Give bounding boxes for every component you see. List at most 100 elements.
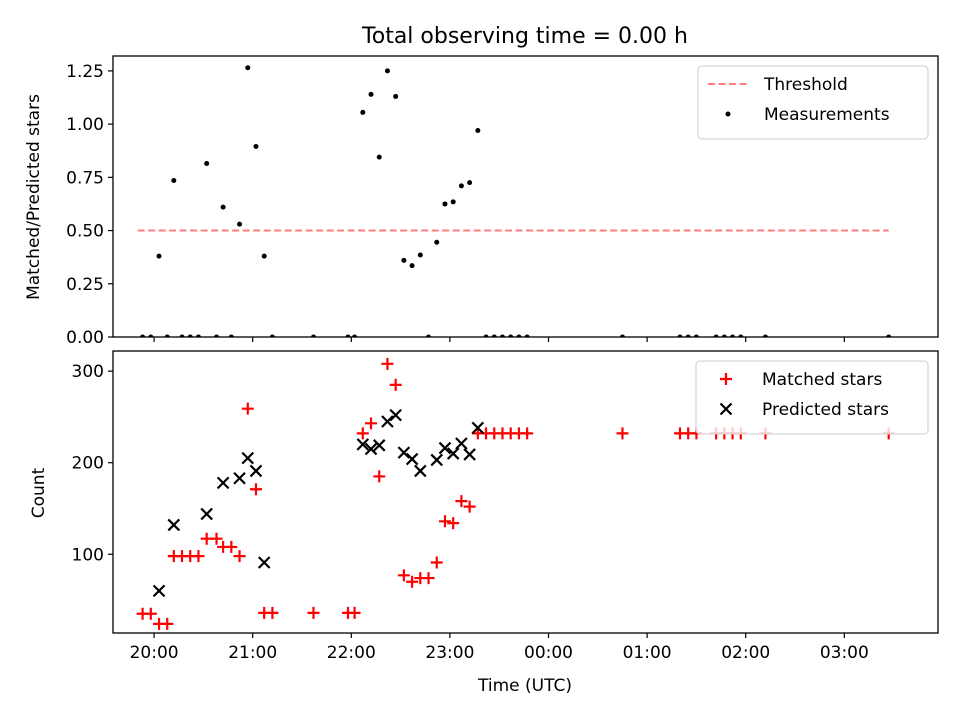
xlabel-bottom: Time (UTC) bbox=[477, 676, 572, 696]
x-tick-label: 03:00 bbox=[820, 643, 869, 663]
predicted-stars-point bbox=[152, 584, 166, 598]
figure-title: Total observing time = 0.00 h bbox=[361, 24, 688, 49]
y-tick-label: 1.00 bbox=[66, 115, 104, 135]
measurement-point bbox=[376, 154, 382, 160]
matched-stars-point bbox=[438, 515, 451, 528]
matched-stars-point bbox=[348, 606, 361, 619]
ylabel-bottom: Count bbox=[29, 467, 49, 518]
matched-stars-point bbox=[356, 427, 369, 440]
measurement-point bbox=[442, 201, 448, 207]
top-axes-frame bbox=[112, 55, 939, 338]
measurement-point bbox=[253, 143, 259, 149]
matched-stars-point bbox=[447, 517, 460, 530]
matched-stars-point bbox=[397, 569, 410, 582]
matched-stars-point bbox=[144, 607, 157, 620]
legend-label: Measurements bbox=[764, 105, 890, 125]
predicted-stars-point bbox=[471, 421, 485, 435]
legend-measurements-handle bbox=[725, 111, 731, 117]
predicted-stars-point bbox=[216, 476, 230, 490]
bottom-panel: 100 200 300 20:00 21:00 22:00 23:00 00:00 01:00 0… bbox=[72, 350, 939, 663]
measurement-point bbox=[417, 252, 423, 258]
x-tick-label: 01:00 bbox=[623, 643, 672, 663]
matched-stars-point bbox=[521, 427, 534, 440]
predicted-stars-point bbox=[372, 439, 386, 452]
predicted-stars-point bbox=[241, 451, 255, 465]
legend-label: Matched stars bbox=[762, 370, 882, 390]
legend-box bbox=[697, 65, 929, 140]
predicted-stars-point bbox=[200, 507, 213, 521]
y-tick-label: 0.25 bbox=[66, 275, 104, 295]
x-tick-label: 20:00 bbox=[130, 643, 179, 663]
predicted-stars-point bbox=[364, 442, 378, 456]
predicted-stars-point bbox=[446, 447, 460, 460]
matched-stars-point bbox=[389, 378, 402, 391]
predicted-stars-point bbox=[455, 437, 468, 450]
predicted-stars-point bbox=[233, 471, 246, 485]
measurement-point bbox=[171, 178, 177, 184]
y-tick-label: 0.00 bbox=[66, 328, 104, 348]
legend-label: Threshold bbox=[763, 75, 848, 95]
legend-matched-handle bbox=[720, 373, 732, 385]
predicted-stars-point bbox=[381, 415, 394, 428]
matched-stars-point bbox=[161, 617, 174, 630]
x-tick-label: 02:00 bbox=[721, 643, 770, 663]
matched-stars-point bbox=[373, 470, 386, 483]
matched-stars-point bbox=[406, 575, 419, 588]
y-tick-label: 0.75 bbox=[66, 168, 104, 188]
predicted-stars-point bbox=[430, 453, 444, 467]
predicted-stars-point bbox=[397, 446, 411, 459]
measurement-point bbox=[384, 68, 390, 74]
matched-stars-point bbox=[430, 556, 443, 569]
measurement-point bbox=[204, 161, 210, 167]
y-tick-label: 200 bbox=[72, 454, 104, 474]
matched-stars-point bbox=[365, 417, 378, 430]
predicted-stars-point bbox=[257, 556, 271, 569]
predicted-stars-point bbox=[463, 448, 476, 461]
ylabel-top: Matched/Predicted stars bbox=[24, 94, 44, 300]
legend-box bbox=[695, 360, 929, 435]
measurement-point bbox=[467, 180, 473, 186]
matched-stars-point bbox=[210, 532, 223, 545]
measurement-point bbox=[220, 204, 226, 210]
predicted-stars-point bbox=[167, 518, 181, 532]
predicted-stars-point bbox=[389, 408, 402, 422]
bottom-series-1 bbox=[152, 408, 485, 598]
measurement-point bbox=[409, 263, 415, 269]
y-tick-label: 100 bbox=[72, 545, 104, 565]
x-tick-label: 00:00 bbox=[524, 643, 573, 663]
x-tick-label: 23:00 bbox=[425, 643, 474, 663]
measurement-point bbox=[458, 183, 464, 189]
matched-stars-point bbox=[249, 483, 262, 496]
y-tick-label: 300 bbox=[72, 362, 104, 382]
matched-stars-point bbox=[233, 550, 246, 563]
predicted-stars-point bbox=[405, 452, 419, 466]
matched-stars-point bbox=[463, 500, 476, 513]
matched-stars-point bbox=[422, 572, 435, 585]
matched-stars-point bbox=[616, 427, 629, 440]
measurement-point bbox=[368, 91, 374, 97]
y-tick-label: 1.25 bbox=[66, 62, 104, 82]
legend-top: Threshold Measurements bbox=[697, 65, 929, 140]
measurement-point bbox=[156, 253, 162, 259]
measurement-point bbox=[393, 93, 399, 99]
matched-stars-point bbox=[225, 540, 238, 553]
measurement-point bbox=[401, 257, 407, 263]
predicted-stars-point bbox=[249, 464, 263, 478]
predicted-stars-point bbox=[356, 438, 370, 451]
measurement-point bbox=[450, 199, 456, 205]
matched-stars-point bbox=[381, 357, 394, 370]
matched-stars-point bbox=[266, 606, 279, 619]
measurement-point bbox=[261, 253, 267, 259]
measurement-point bbox=[434, 239, 440, 245]
legend-predicted-handle bbox=[719, 402, 733, 416]
matched-stars-point bbox=[455, 495, 468, 508]
legend-label: Predicted stars bbox=[762, 400, 889, 420]
measurement-point bbox=[360, 109, 366, 115]
measurement-point bbox=[245, 65, 251, 71]
matched-stars-point bbox=[241, 402, 254, 415]
y-tick-label: 0.50 bbox=[66, 222, 104, 242]
top-panel: 0.00 0.25 0.50 0.75 1.00 1.25 Threshold Measure… bbox=[66, 55, 939, 348]
matched-stars-point bbox=[307, 606, 320, 619]
x-tick-label: 21:00 bbox=[228, 643, 277, 663]
